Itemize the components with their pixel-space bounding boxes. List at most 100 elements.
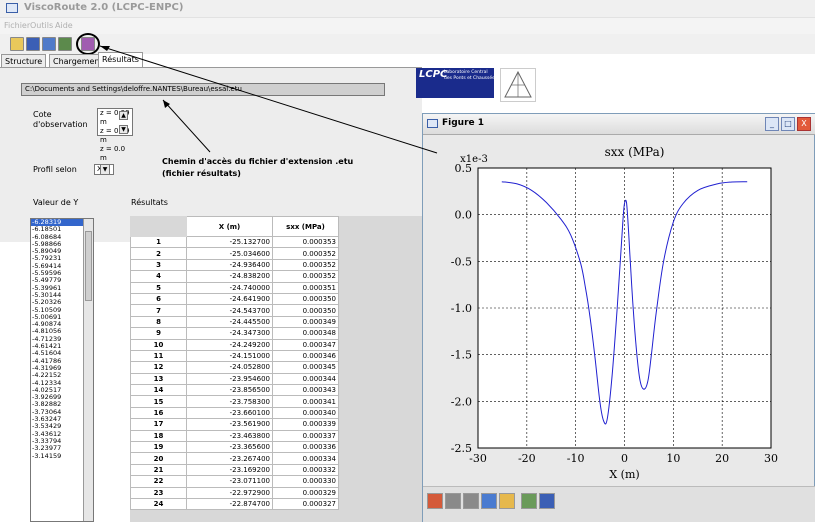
list-item[interactable]: -3.14159 [32,451,62,460]
forward-icon[interactable] [463,493,479,509]
x-value-cell[interactable]: -24.347300 [186,327,273,340]
tab-resultats[interactable]: Résultats [98,52,143,68]
x-value-cell[interactable]: -23.071100 [186,475,273,488]
minimize-icon[interactable]: _ [765,117,779,131]
chevron-down-icon[interactable]: ▼ [100,164,110,175]
back-icon[interactable] [445,493,461,509]
x-value-cell[interactable]: -25.034600 [186,247,273,260]
x-value-cell[interactable]: -23.660100 [186,406,273,420]
x-value-cell[interactable]: -24.052800 [186,361,273,374]
save-figure-icon[interactable] [539,493,555,509]
list-item[interactable]: -4.41786 [32,356,62,365]
list-item[interactable]: -5.89049 [32,247,62,256]
sxx-value-cell[interactable]: 0.000340 [272,406,339,420]
sxx-value-cell[interactable]: 0.000352 [272,258,339,272]
table-row[interactable]: 11 -24.151000 0.000346 [130,349,339,363]
list-item[interactable]: -3.53429 [32,422,62,431]
tab-structure[interactable]: Structure [1,54,47,68]
x-value-cell[interactable]: -23.365600 [186,441,273,454]
sxx-value-cell[interactable]: 0.000327 [272,497,339,511]
list-item[interactable]: -6.08684 [32,232,62,241]
x-value-cell[interactable]: -24.151000 [186,349,273,363]
x-value-cell[interactable]: -24.445500 [186,315,273,329]
sxx-value-cell[interactable]: 0.000336 [272,441,339,454]
x-value-cell[interactable]: -23.463800 [186,429,273,443]
list-item[interactable]: -3.63247 [32,415,62,424]
table-row[interactable]: 5 -24.740000 0.000351 [130,281,339,294]
home-icon[interactable] [427,493,443,509]
column-header-x[interactable]: X (m) [186,216,273,237]
list-item[interactable]: -5.30144 [32,290,62,299]
table-row[interactable]: 1 -25.132700 0.000353 [130,235,339,249]
configure-icon[interactable] [521,493,537,509]
x-value-cell[interactable]: -23.267400 [186,452,273,465]
list-item[interactable]: -4.51604 [32,349,62,358]
sxx-value-cell[interactable]: 0.000330 [272,475,339,488]
list-item[interactable]: -4.02517 [32,385,62,394]
x-value-cell[interactable]: -22.972900 [186,486,273,500]
table-row[interactable]: 13 -23.954600 0.000344 [130,372,339,386]
table-row[interactable]: 7 -24.543700 0.000350 [130,304,339,317]
zoom-icon[interactable] [499,493,515,509]
x-value-cell[interactable]: -23.169200 [186,463,273,477]
x-value-cell[interactable]: -23.856500 [186,384,273,397]
list-item[interactable]: -4.12334 [32,378,62,387]
sxx-value-cell[interactable]: 0.000352 [272,270,339,283]
sxx-value-cell[interactable]: 0.000350 [272,304,339,317]
sxx-value-cell[interactable]: 0.000350 [272,292,339,306]
table-row[interactable]: 16 -23.660100 0.000340 [130,406,339,420]
table-row[interactable]: 18 -23.463800 0.000337 [130,429,339,443]
x-value-cell[interactable]: -23.758300 [186,395,273,408]
list-item[interactable]: -4.90874 [32,320,62,329]
list-item[interactable]: -5.39961 [32,283,62,292]
sxx-value-cell[interactable]: 0.000347 [272,338,339,351]
sxx-value-cell[interactable]: 0.000341 [272,395,339,408]
list-item[interactable]: -6.28319 [31,219,93,227]
list-item[interactable]: -4.71239 [32,334,62,343]
sxx-value-cell[interactable]: 0.000353 [272,235,339,249]
sxx-value-cell[interactable]: 0.000343 [272,384,339,397]
list-item[interactable]: -5.10509 [32,305,62,314]
pan-icon[interactable] [481,493,497,509]
list-item[interactable]: -5.00691 [32,312,62,321]
save-icon[interactable] [26,37,40,51]
list-item[interactable]: -5.20326 [32,298,62,307]
x-value-cell[interactable]: -23.954600 [186,372,273,386]
sxx-value-cell[interactable]: 0.000348 [272,327,339,340]
cote-down-button[interactable]: ▼ [119,125,128,134]
table-row[interactable]: 3 -24.936400 0.000352 [130,258,339,272]
list-item[interactable]: -3.43612 [32,429,62,438]
cote-up-button[interactable]: ▲ [119,111,128,120]
cote-option[interactable]: z = 0.0 m [100,145,126,162]
file-path-field[interactable]: C:\Documents and Settings\deloffre.NANTE… [21,83,385,96]
list-item[interactable]: -6.18501 [32,225,62,234]
sxx-value-cell[interactable]: 0.000334 [272,452,339,465]
list-item[interactable]: -5.49779 [32,276,62,285]
list-item[interactable]: -4.61421 [32,342,62,351]
y-values-list[interactable]: -6.28319 -6.18501 -6.08684 -5.98866 -5.89049… [30,218,94,522]
table-row[interactable]: 22 -23.071100 0.000330 [130,475,339,488]
export-icon[interactable] [58,37,72,51]
table-row[interactable]: 6 -24.641900 0.000350 [130,292,339,306]
x-value-cell[interactable]: -25.132700 [186,235,273,249]
scrollbar-thumb[interactable] [85,231,92,301]
list-item[interactable]: -4.81056 [32,327,62,336]
table-row[interactable]: 12 -24.052800 0.000345 [130,361,339,374]
sxx-value-cell[interactable]: 0.000337 [272,429,339,443]
sxx-value-cell[interactable]: 0.000352 [272,247,339,260]
list-item[interactable]: -3.82882 [32,400,62,409]
table-row[interactable]: 4 -24.838200 0.000352 [130,270,339,283]
menu-fichier[interactable]: Fichier [4,21,31,30]
menu-outils[interactable]: Outils [30,21,54,30]
list-item[interactable]: -3.73064 [32,407,62,416]
save-as-icon[interactable] [42,37,56,51]
table-row[interactable]: 2 -25.034600 0.000352 [130,247,339,260]
list-item[interactable]: -4.22152 [32,371,62,380]
close-icon[interactable]: X [797,117,811,131]
x-value-cell[interactable]: -24.249200 [186,338,273,351]
x-value-cell[interactable]: -24.641900 [186,292,273,306]
x-value-cell[interactable]: -24.936400 [186,258,273,272]
table-row[interactable]: 23 -22.972900 0.000329 [130,486,339,500]
list-item[interactable]: -4.31969 [32,363,62,372]
sxx-value-cell[interactable]: 0.000346 [272,349,339,363]
